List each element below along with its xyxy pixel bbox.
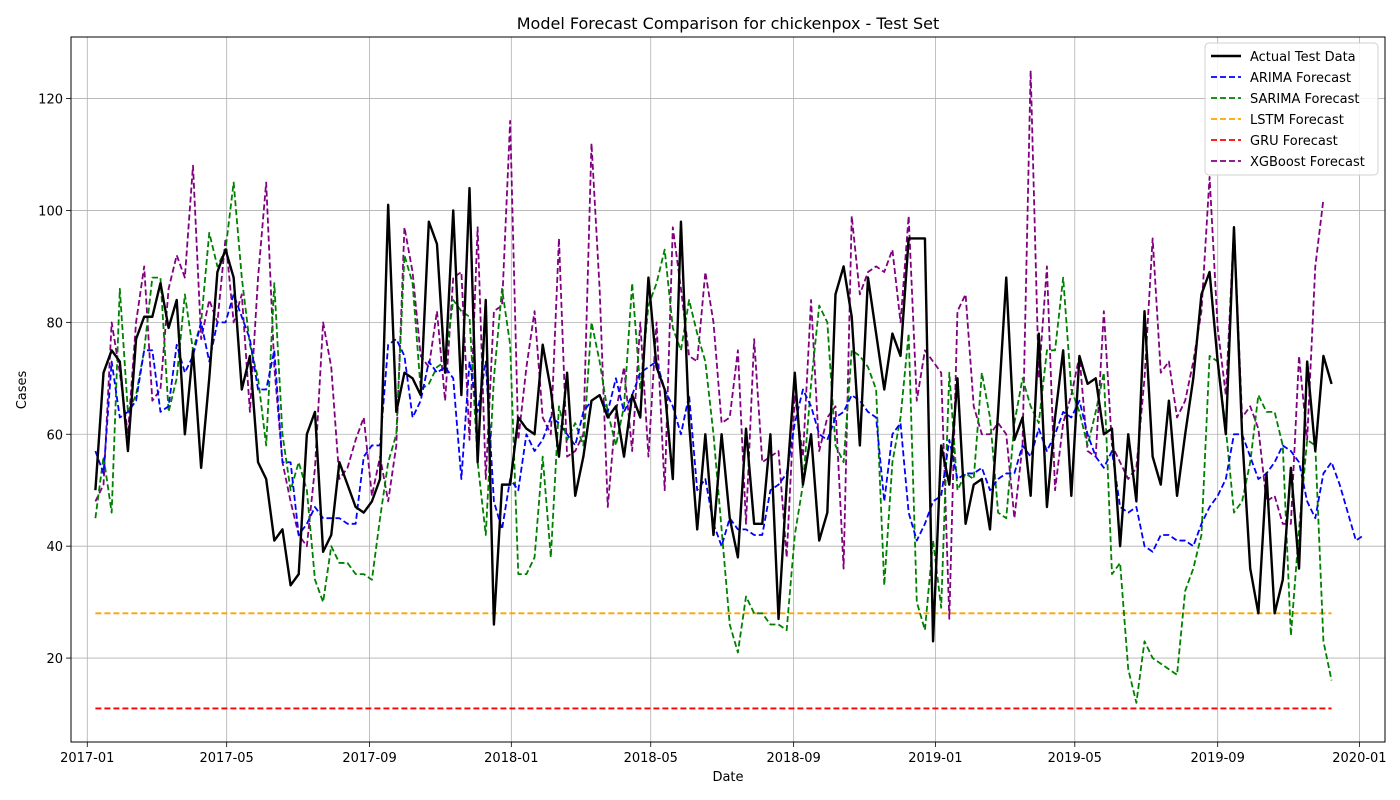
x-tick-label: 2020-01 [1332,751,1386,766]
legend-label-arima-forecast: ARIMA Forecast [1250,71,1351,86]
series-layer [94,69,1365,710]
x-tick-label: 2019-09 [1191,751,1245,766]
chart-title: Model Forecast Comparison for chickenpox… [517,14,939,33]
legend: Actual Test Data ARIMA Forecast SARIMA For… [1204,42,1379,176]
x-axis-title: Date [712,770,743,785]
plot-frame [70,36,1386,743]
x-axis-ticks: 2017-01 2017-05 2017-09 2018-01 2018-05 2018-… [60,742,1387,766]
series-line-actual-test-data [94,186,1333,643]
x-tick-label: 2018-01 [484,751,538,766]
legend-label-gru-forecast: GRU Forecast [1250,134,1338,149]
series-line-sarima-forecast [94,181,1333,704]
x-tick-label: 2018-05 [624,751,678,766]
y-tick-label: 40 [46,540,63,555]
y-tick-label: 20 [46,652,63,667]
legend-box [1204,42,1379,176]
x-tick-label: 2017-09 [342,751,396,766]
series-line-arima-forecast [94,293,1365,553]
y-tick-label: 120 [38,93,63,108]
x-tick-label: 2019-05 [1048,751,1102,766]
x-tick-label: 2017-01 [60,751,114,766]
x-tick-label: 2017-05 [200,751,254,766]
legend-label-lstm-forecast: LSTM Forecast [1250,113,1344,128]
legend-label-sarima-forecast: SARIMA Forecast [1250,92,1360,107]
legend-label-actual-test-data: Actual Test Data [1250,50,1356,65]
legend-label-xgboost-forecast: XGBoost Forecast [1250,155,1365,170]
y-axis-ticks: 20 40 60 80 100 120 [38,93,71,667]
x-tick-label: 2018-09 [766,751,820,766]
series-line-xgboost-forecast [94,69,1325,620]
y-tick-label: 100 [38,204,63,219]
y-tick-label: 60 [46,428,63,443]
x-tick-label: 2019-01 [908,751,962,766]
y-axis-title: Cases [15,370,30,409]
y-tick-label: 80 [46,316,63,331]
